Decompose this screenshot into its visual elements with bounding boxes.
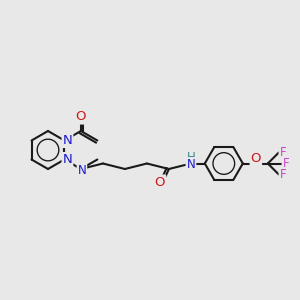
Text: O: O [250,152,261,165]
Text: O: O [76,110,86,124]
Text: F: F [280,168,286,181]
Text: N: N [63,134,72,147]
Text: N: N [63,153,72,166]
Text: F: F [283,157,289,170]
Text: H: H [187,151,195,164]
Text: O: O [155,176,165,188]
Text: N: N [77,164,86,176]
Text: N: N [187,158,195,171]
Text: F: F [280,146,286,159]
